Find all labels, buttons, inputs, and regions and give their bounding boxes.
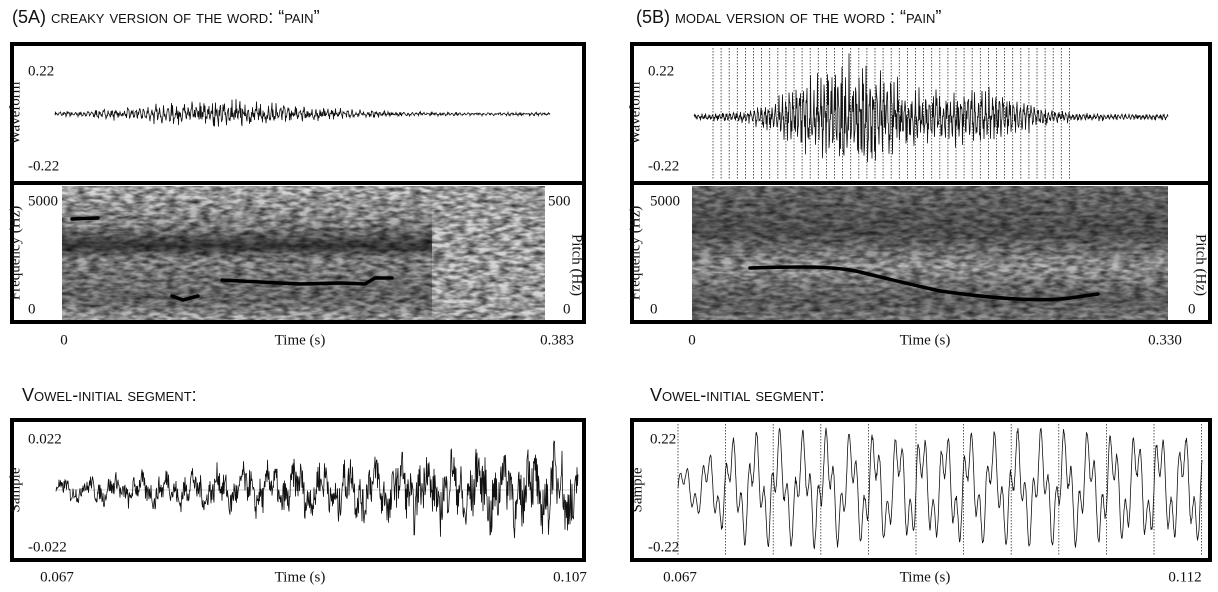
y-tick-label: 0 — [650, 301, 658, 317]
y-axis-label: Waveform — [7, 81, 23, 144]
spectrogram — [62, 186, 545, 320]
glottal-pulse-marks — [677, 424, 1202, 556]
pitch-contour — [748, 265, 1100, 302]
x-tick-label: 0.330 — [1148, 332, 1182, 348]
x-tick-label: 0.067 — [40, 569, 74, 585]
y-tick-label: 0 — [28, 301, 36, 317]
y-tick-label: 0.022 — [28, 431, 62, 447]
spectrogram — [692, 186, 1168, 320]
section-title: Vowel-initial segment: — [22, 385, 197, 405]
y2-axis-label: Pitch (Hz) — [1193, 234, 1209, 296]
x-tick-label: 0.112 — [1168, 569, 1201, 585]
panel-frame — [630, 418, 1212, 562]
x-axis-label: Time (s) — [900, 569, 951, 585]
y-tick-label: 0.22 — [648, 63, 674, 79]
y-axis-label: Sample — [7, 467, 23, 512]
y-axis-label: Sample — [629, 467, 645, 512]
x-tick-label: 0.383 — [540, 332, 574, 348]
x-tick-label: 0 — [688, 332, 696, 348]
pitch-contour — [70, 216, 394, 302]
y2-tick-label: 500 — [548, 193, 571, 209]
x-tick-label: 0.107 — [553, 569, 587, 585]
panel-title: (5A) creaky version of the word: “pain” — [12, 7, 320, 27]
panel-frame — [10, 418, 586, 562]
y-axis-label: Frequency (Hz) — [7, 206, 23, 301]
y2-tick-label: 0 — [563, 301, 571, 317]
y-tick-label: 5000 — [650, 193, 680, 209]
x-axis-label: Time (s) — [900, 332, 951, 348]
section-title: Vowel-initial segment: — [650, 385, 825, 405]
y-tick-label: -0.022 — [28, 539, 67, 555]
waveform — [677, 427, 1203, 550]
waveform — [54, 99, 551, 127]
panel-title: (5B) modal version of the word : “pain” — [636, 7, 941, 27]
x-axis-label: Time (s) — [275, 332, 326, 348]
y-tick-label: 5000 — [28, 193, 58, 209]
waveform — [693, 53, 1169, 163]
x-axis-label: Time (s) — [275, 569, 326, 585]
waveform — [55, 440, 579, 539]
y-tick-label: -0.22 — [28, 158, 59, 174]
x-tick-label: 0 — [60, 332, 68, 348]
y2-axis-label: Pitch (Hz) — [569, 234, 585, 296]
y-tick-label: -0.22 — [648, 539, 679, 555]
y-axis-label: Frequency (Hz) — [627, 206, 643, 301]
y-tick-label: -0.22 — [648, 158, 679, 174]
x-tick-label: 0.067 — [663, 569, 697, 585]
y-tick-label: 0.22 — [650, 431, 676, 447]
y2-tick-label: 0 — [1188, 301, 1196, 317]
y-tick-label: 0.22 — [28, 63, 54, 79]
y-axis-label: Waveform — [627, 81, 643, 144]
